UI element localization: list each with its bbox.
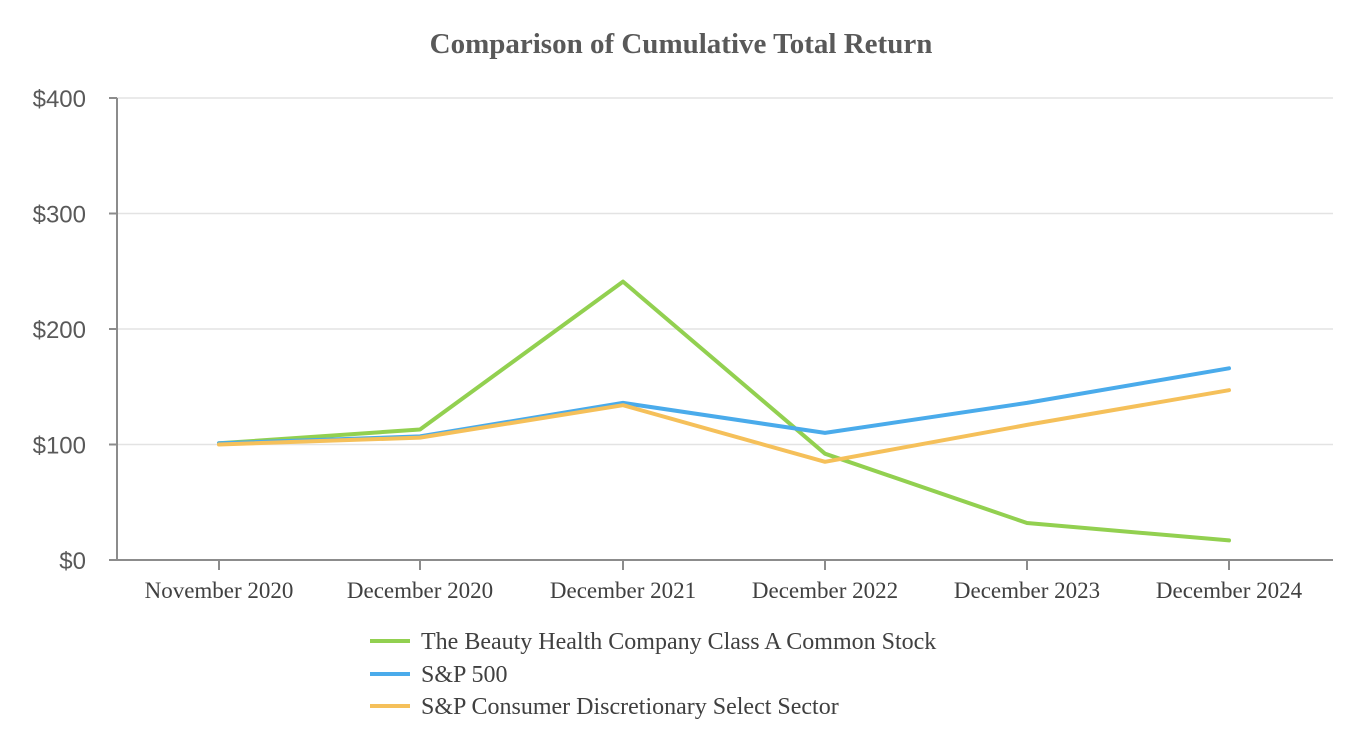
x-tick-label: December 2021	[550, 578, 696, 603]
y-tick-label: $300	[33, 202, 86, 229]
y-tick-label: $200	[33, 317, 86, 344]
y-tick-label: $0	[59, 548, 86, 575]
axes	[116, 98, 1333, 561]
y-tick-label: $100	[33, 433, 86, 460]
gridlines	[109, 97, 1333, 561]
series-line	[217, 279, 1231, 543]
legend-label: S&P Consumer Discretionary Select Sector	[421, 694, 839, 720]
y-tick-labels: $0 $100 $200 $300 $400	[33, 86, 86, 575]
chart-title: Comparison of Cumulative Total Return	[430, 28, 933, 60]
legend: The Beauty Health Company Class A Common…	[370, 629, 936, 720]
x-tick-label: December 2024	[1156, 578, 1303, 603]
legend-label: S&P 500	[421, 662, 507, 688]
x-tick-label: December 2022	[752, 578, 898, 603]
x-tick-labels: November 2020 December 2020 December 2021 D…	[145, 560, 1303, 603]
series-line	[217, 388, 1231, 464]
y-tick-label: $400	[33, 86, 86, 113]
x-tick-label: December 2023	[954, 578, 1100, 603]
x-tick-label: December 2020	[347, 578, 493, 603]
x-tick-label: November 2020	[145, 578, 294, 603]
series-lines	[217, 279, 1231, 543]
legend-label: The Beauty Health Company Class A Common…	[421, 629, 936, 655]
